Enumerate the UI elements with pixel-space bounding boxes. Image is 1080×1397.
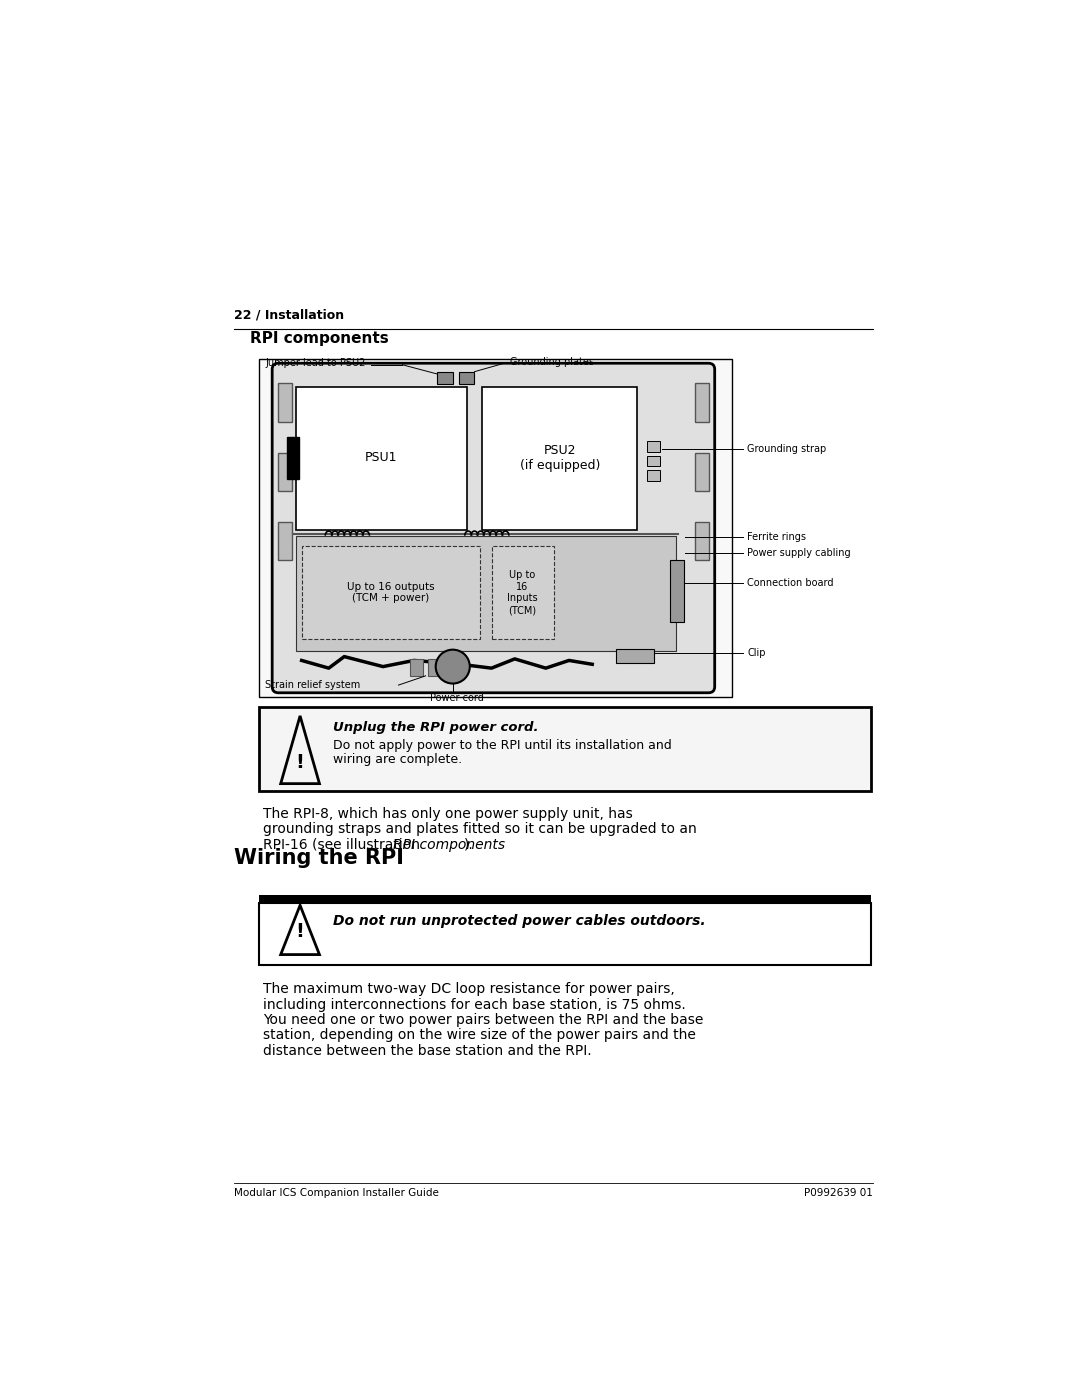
Text: P0992639 01: P0992639 01: [804, 1187, 873, 1197]
Text: Clip: Clip: [747, 648, 766, 658]
Text: distance between the base station and the RPI.: distance between the base station and th…: [262, 1044, 592, 1058]
FancyBboxPatch shape: [301, 546, 480, 638]
Text: Up to
16
Inputs
(TCM): Up to 16 Inputs (TCM): [508, 570, 538, 615]
Text: Wiring the RPI: Wiring the RPI: [234, 848, 404, 869]
Text: Power cord: Power cord: [430, 693, 484, 703]
Bar: [647, 471, 661, 481]
Bar: [647, 441, 661, 451]
Text: Jumper lead to PSU2: Jumper lead to PSU2: [266, 358, 365, 369]
Bar: [482, 387, 637, 529]
Text: Do not apply power to the RPI until its installation and: Do not apply power to the RPI until its …: [333, 739, 672, 752]
Text: RPI components: RPI components: [393, 838, 505, 852]
Text: Connection board: Connection board: [747, 578, 834, 588]
Bar: [694, 453, 708, 490]
Bar: [279, 453, 293, 490]
Text: Modular ICS Companion Installer Guide: Modular ICS Companion Installer Guide: [234, 1187, 440, 1197]
Text: wiring are complete.: wiring are complete.: [333, 753, 462, 766]
FancyBboxPatch shape: [272, 363, 715, 693]
Bar: [616, 648, 654, 662]
Bar: [287, 437, 298, 479]
Text: The maximum two-way DC loop resistance for power pairs,: The maximum two-way DC loop resistance f…: [262, 982, 675, 996]
Bar: [259, 359, 732, 697]
Bar: [459, 372, 474, 384]
Text: ).: ).: [464, 838, 474, 852]
Text: PSU2
(if equipped): PSU2 (if equipped): [519, 444, 599, 472]
Bar: [410, 659, 422, 676]
Text: station, depending on the wire size of the power pairs and the: station, depending on the wire size of t…: [262, 1028, 696, 1042]
Text: grounding straps and plates fitted so it can be upgraded to an: grounding straps and plates fitted so it…: [262, 823, 697, 837]
Text: Grounding plates: Grounding plates: [510, 358, 594, 367]
Text: The RPI-8, which has only one power supply unit, has: The RPI-8, which has only one power supp…: [262, 806, 633, 821]
Text: RPI-16 (see illustration: RPI-16 (see illustration: [262, 838, 424, 852]
Polygon shape: [281, 715, 320, 784]
Bar: [259, 902, 872, 964]
Circle shape: [435, 650, 470, 683]
Bar: [259, 707, 872, 791]
Text: Do not run unprotected power cables outdoors.: Do not run unprotected power cables outd…: [333, 914, 705, 928]
Bar: [259, 895, 872, 902]
Text: Power supply cabling: Power supply cabling: [747, 548, 851, 557]
Bar: [670, 560, 684, 622]
Bar: [428, 659, 441, 676]
Text: !: !: [296, 753, 305, 773]
Bar: [296, 535, 676, 651]
Text: including interconnections for each base station, is 75 ohms.: including interconnections for each base…: [262, 997, 686, 1011]
Text: Grounding strap: Grounding strap: [747, 444, 826, 454]
Bar: [437, 372, 453, 384]
Text: Up to 16 outputs
(TCM + power): Up to 16 outputs (TCM + power): [347, 583, 434, 604]
Bar: [694, 383, 708, 422]
Bar: [647, 455, 661, 467]
Polygon shape: [281, 905, 320, 954]
Bar: [279, 383, 293, 422]
Bar: [296, 387, 467, 529]
Text: You need one or two power pairs between the RPI and the base: You need one or two power pairs between …: [262, 1013, 703, 1027]
Bar: [279, 522, 293, 560]
Text: PSU1: PSU1: [365, 451, 397, 464]
Text: Unplug the RPI power cord.: Unplug the RPI power cord.: [333, 721, 538, 733]
Text: !: !: [296, 922, 305, 942]
Text: Strain relief system: Strain relief system: [266, 680, 361, 690]
Bar: [694, 522, 708, 560]
Text: 22 / Installation: 22 / Installation: [234, 309, 345, 321]
FancyBboxPatch shape: [491, 546, 554, 638]
Text: Ferrite rings: Ferrite rings: [747, 532, 807, 542]
Text: RPI components: RPI components: [249, 331, 389, 346]
